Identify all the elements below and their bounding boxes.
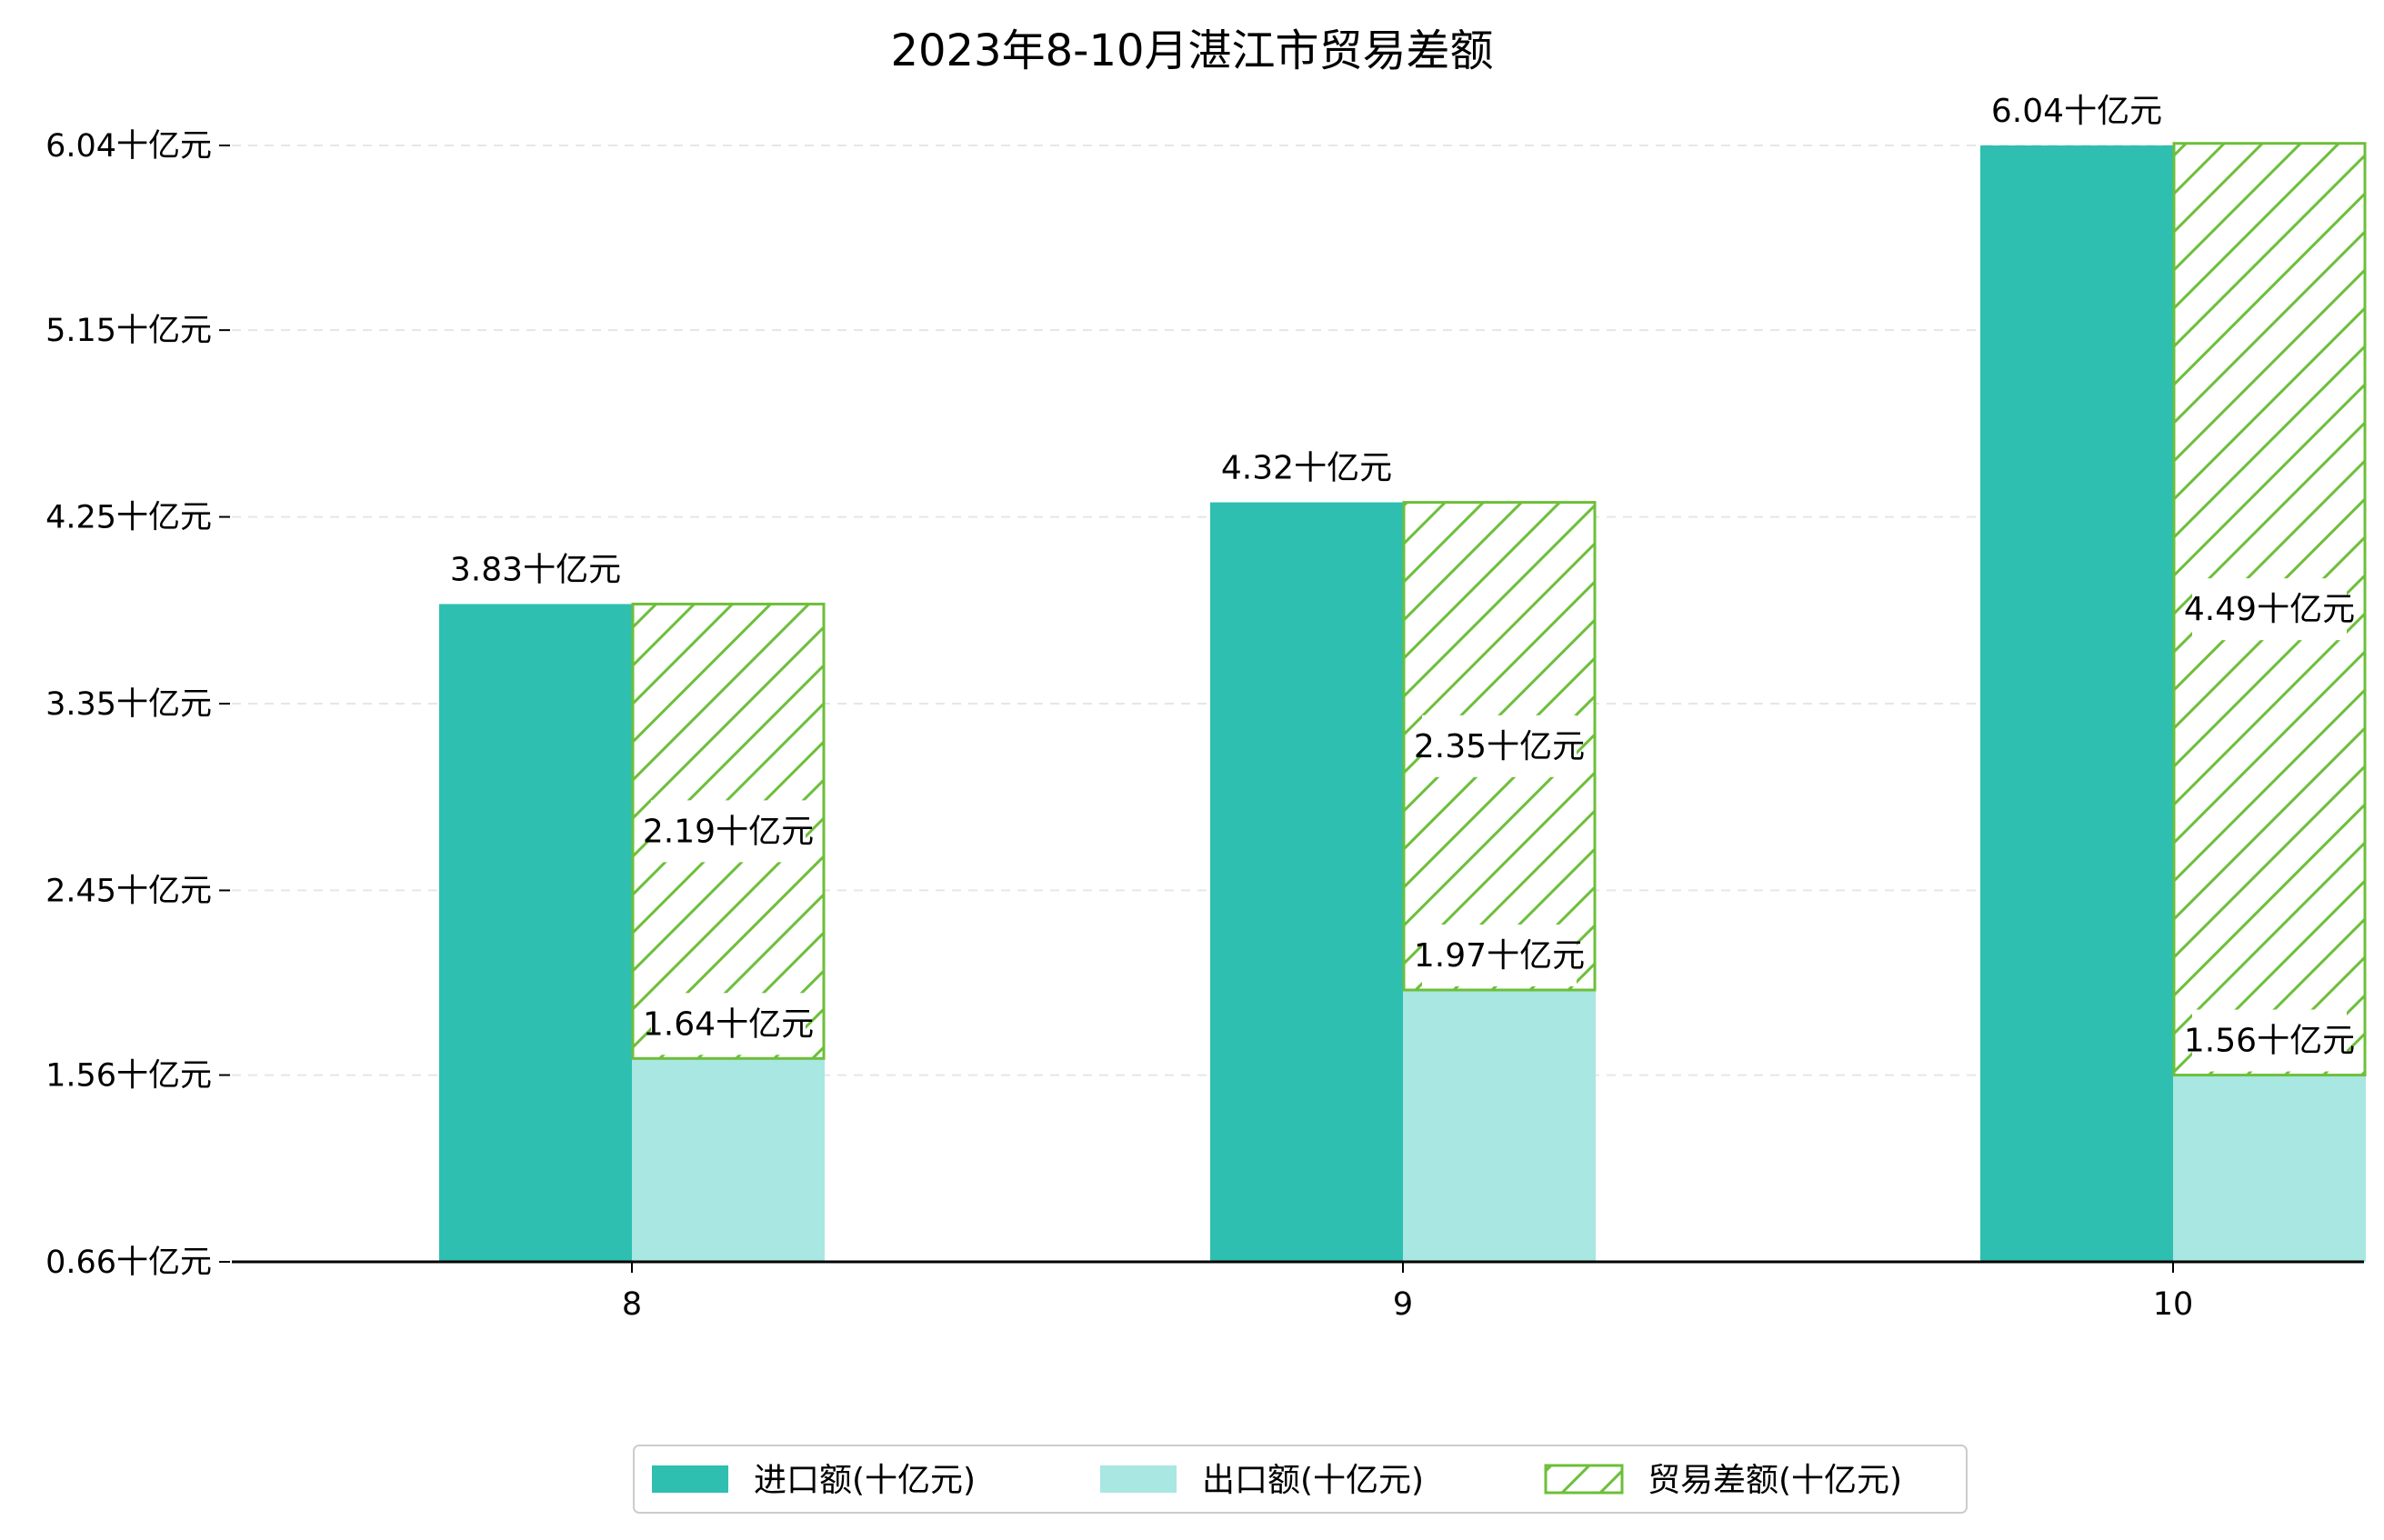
chart-title: 2023年8-10月湛江市贸易差额 <box>890 25 1493 76</box>
data-label-import-8: 3.83十亿元 <box>450 551 621 588</box>
data-label-import-9-bg <box>1229 436 1384 499</box>
bar-import-8 <box>439 604 632 1262</box>
x-tick-label: 8 <box>622 1286 642 1323</box>
legend: 进口额(十亿元) 出口额(十亿元) 贸易差额(十亿元) <box>633 1445 1968 1514</box>
legend-label: 贸易差额(十亿元) <box>1648 1462 1902 1499</box>
bar-export-10 <box>2173 1075 2366 1262</box>
data-label-balance-9-bg <box>1422 715 1577 777</box>
bar-import-9 <box>1210 502 1403 1262</box>
x-tick-label: 10 <box>2153 1286 2194 1323</box>
legend-label: 进口额(十亿元) <box>754 1462 976 1499</box>
x-tick-label: 9 <box>1393 1286 1413 1323</box>
data-label-balance-10: 4.49十亿元 <box>2184 591 2355 628</box>
y-tick-label: 0.66十亿元 <box>45 1245 212 1281</box>
y-tick-label: 6.04十亿元 <box>45 128 212 165</box>
data-label-export-8-bg <box>651 993 806 1055</box>
data-label-import-9: 4.32十亿元 <box>1221 450 1392 487</box>
data-label-balance-8-bg <box>651 800 806 863</box>
y-tick-label: 5.15十亿元 <box>45 313 212 349</box>
data-label-import-10: 6.04十亿元 <box>1991 93 2162 130</box>
data-label-balance-10-bg <box>2192 578 2347 641</box>
legend-label: 出口额(十亿元) <box>1202 1462 1424 1499</box>
axes: 0.66十亿元 1.56十亿元 2.45十亿元 3.35十亿元 4.25十亿元 5.15十… <box>45 128 2364 1323</box>
legend-swatch <box>652 1465 728 1493</box>
data-label-import-10-bg <box>1999 80 2154 142</box>
bar-import-10 <box>1980 145 2173 1262</box>
data-label-balance-8: 2.19十亿元 <box>643 813 814 850</box>
legend-swatch <box>1100 1465 1177 1493</box>
data-label-export-9: 1.97十亿元 <box>1414 937 1585 975</box>
legend-swatch <box>1544 1464 1624 1495</box>
bars <box>439 142 2367 1262</box>
data-label-export-9-bg <box>1422 924 1577 986</box>
y-tick-label: 1.56十亿元 <box>45 1058 212 1095</box>
bar-export-8 <box>632 1058 825 1262</box>
data-label-export-8: 1.64十亿元 <box>643 1005 814 1043</box>
y-tick-label: 3.35十亿元 <box>45 686 212 723</box>
data-label-export-10: 1.56十亿元 <box>2184 1023 2355 1060</box>
data-label-export-10-bg <box>2192 1009 2347 1072</box>
data-label-import-8-bg <box>458 538 613 601</box>
y-tick-label: 4.25十亿元 <box>45 500 212 536</box>
data-labels: 3.83十亿元 1.64十亿元 2.19十亿元 4.32十亿元 1.97十亿元 2.35十… <box>450 80 2355 1072</box>
y-tick-label: 2.45十亿元 <box>45 873 212 909</box>
legend-frame <box>633 1445 1968 1514</box>
data-label-balance-9: 2.35十亿元 <box>1414 728 1585 765</box>
bar-export-9 <box>1403 989 1596 1262</box>
